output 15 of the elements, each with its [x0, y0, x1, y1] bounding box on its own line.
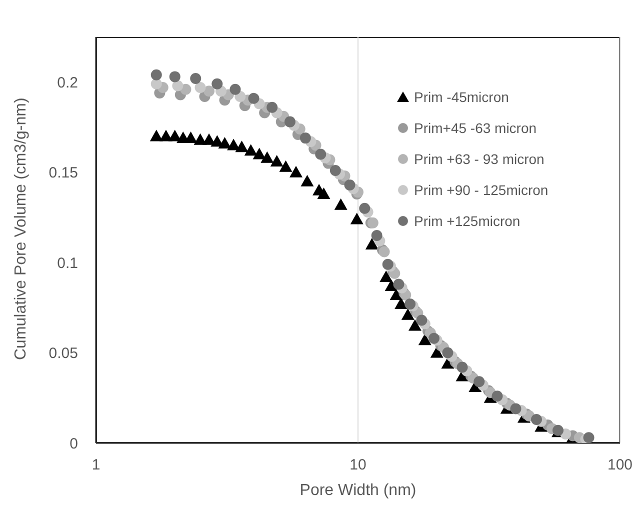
y-tick-label: 0.05: [48, 345, 78, 362]
y-tick-label: 0.2: [57, 74, 78, 92]
x-axis-title: Pore Width (nm): [300, 482, 416, 499]
legend-label: Prim+45 -63 micron: [414, 120, 537, 136]
legend-label: Prim +125micron: [414, 212, 520, 228]
x-tick-label: 10: [350, 456, 366, 474]
legend-label: Prim +63 - 93 micron: [414, 150, 544, 166]
legend-label: Prim +90 - 125micron: [414, 182, 548, 198]
y-tick-label: 0.1: [57, 254, 78, 272]
y-axis-title: Cumulative Pore Volume (cm3/g-nm): [12, 98, 30, 360]
x-tick-label: 100: [607, 456, 633, 474]
y-tick-label: 0.15: [48, 164, 78, 182]
y-tick-label: 0: [70, 435, 78, 452]
x-tick-label: 1: [92, 456, 100, 474]
legend-label: Prim -45micron: [414, 88, 509, 104]
